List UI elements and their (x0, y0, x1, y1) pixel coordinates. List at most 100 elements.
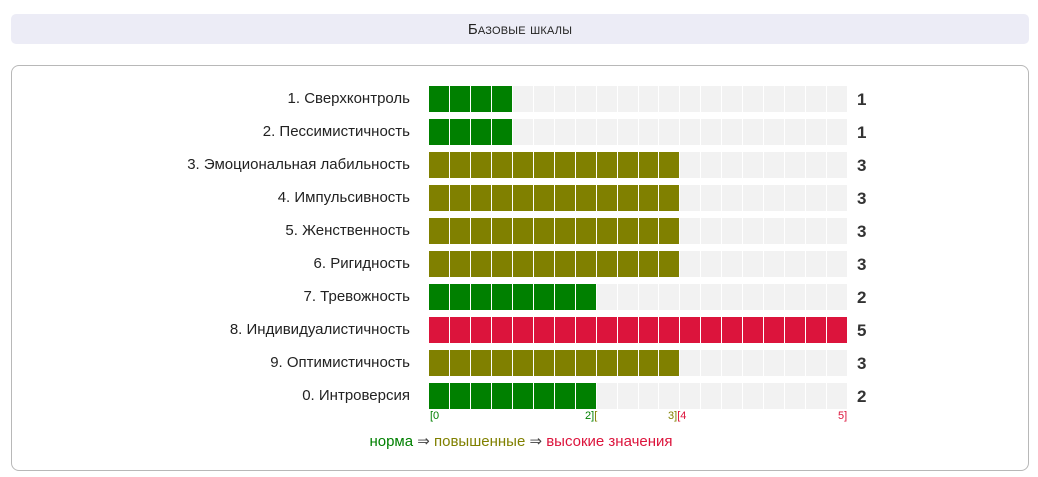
bar-cell-filled (470, 383, 491, 409)
bar-cell-filled (617, 185, 638, 211)
bar-cell-filled (449, 317, 470, 343)
bar-cell-empty (764, 218, 785, 244)
bar-cell-filled (659, 350, 680, 376)
bar-cell-empty (722, 284, 743, 310)
scale-score: 2 (857, 387, 867, 406)
bar-cell-filled (429, 185, 449, 211)
bar-cell-empty (764, 251, 785, 277)
bar-cell-filled (575, 383, 596, 409)
scale-tick-5: 5] (838, 410, 848, 422)
bar-cell-filled (429, 383, 449, 409)
scale-bar (429, 86, 848, 112)
bar-cell-empty (638, 383, 659, 409)
bar-cell-filled (575, 284, 596, 310)
scales-panel: 1. Сверхконтроль 1 2. Пессимистичность 1 3. … (11, 65, 1029, 471)
bar-cell-empty (680, 350, 701, 376)
bar-cell-empty (701, 251, 722, 277)
bar-cell-filled (638, 317, 659, 343)
scale-label: 1. Сверхконтроль (287, 90, 410, 107)
bar-cell-filled (449, 119, 470, 145)
bar-cell-filled (575, 251, 596, 277)
bar-cell-filled (596, 251, 617, 277)
bar-cell-filled (596, 185, 617, 211)
scale-label: 2. Пессимистичность (262, 123, 410, 140)
bar-cell-empty (596, 284, 617, 310)
bar-cell-empty (722, 152, 743, 178)
bar-cell-filled (449, 350, 470, 376)
bar-cell-empty (827, 350, 848, 376)
scale-row: 7. Тревожность 2 (12, 284, 1030, 310)
bar-cell-empty (764, 119, 785, 145)
bar-cell-filled (491, 251, 512, 277)
bar-cell-empty (743, 383, 764, 409)
bar-cell-empty (680, 284, 701, 310)
bar-cell-filled (512, 218, 533, 244)
scale-label: 8. Индивидуалистичность (229, 321, 410, 338)
scale-bar (429, 218, 848, 244)
bar-cell-empty (554, 119, 575, 145)
bar-cell-filled (470, 119, 491, 145)
bar-cell-empty (764, 86, 785, 112)
scale-row: 3. Эмоциональная лабильность 3 (12, 152, 1030, 178)
bar-cell-filled (429, 218, 449, 244)
bar-cell-empty (764, 383, 785, 409)
bar-cell-filled (659, 185, 680, 211)
bar-cell-empty (722, 86, 743, 112)
bar-cell-filled (512, 251, 533, 277)
bar-cell-empty (806, 119, 827, 145)
bar-cell-filled (533, 152, 554, 178)
bar-cell-empty (764, 185, 785, 211)
bar-cell-filled (764, 317, 785, 343)
bar-cell-filled (806, 317, 827, 343)
bar-cell-empty (743, 119, 764, 145)
bar-cell-filled (575, 317, 596, 343)
bar-cell-filled (429, 284, 449, 310)
bar-cell-empty (785, 383, 806, 409)
bar-cell-filled (491, 284, 512, 310)
bar-cell-filled (722, 317, 743, 343)
scale-label: 3. Эмоциональная лабильность (187, 156, 410, 173)
bar-cell-filled (470, 350, 491, 376)
bar-cell-empty (680, 152, 701, 178)
bar-cell-filled (449, 86, 470, 112)
bar-cell-filled (512, 383, 533, 409)
bar-cell-empty (743, 185, 764, 211)
bar-cell-empty (701, 152, 722, 178)
bar-cell-empty (575, 119, 596, 145)
scale-score: 1 (857, 90, 867, 109)
bar-cell-filled (827, 317, 848, 343)
bar-cell-filled (596, 218, 617, 244)
bar-cell-filled (491, 119, 512, 145)
bar-cell-filled (533, 383, 554, 409)
bar-cell-empty (806, 251, 827, 277)
bar-cell-filled (512, 350, 533, 376)
bar-cell-empty (827, 251, 848, 277)
bar-cell-filled (575, 152, 596, 178)
bar-cell-empty (806, 185, 827, 211)
bar-cell-filled (491, 383, 512, 409)
bar-cell-empty (722, 350, 743, 376)
bar-cell-filled (575, 185, 596, 211)
bar-cell-filled (470, 152, 491, 178)
bar-cell-empty (680, 119, 701, 145)
bar-cell-filled (429, 119, 449, 145)
bar-cell-empty (680, 185, 701, 211)
bar-cell-filled (512, 317, 533, 343)
bar-cell-empty (680, 218, 701, 244)
bar-cell-filled (470, 86, 491, 112)
bar-cell-empty (827, 86, 848, 112)
scale-score: 3 (857, 156, 867, 175)
bar-cell-empty (722, 218, 743, 244)
bar-cell-filled (491, 185, 512, 211)
scale-bar (429, 317, 848, 343)
scale-row: 1. Сверхконтроль 1 (12, 86, 1030, 112)
bar-cell-empty (701, 284, 722, 310)
scale-row: 9. Оптимистичность 3 (12, 350, 1030, 376)
bar-cell-filled (491, 152, 512, 178)
scale-bar (429, 185, 848, 211)
bar-cell-empty (806, 152, 827, 178)
bar-cell-empty (743, 350, 764, 376)
scale-row: 4. Импульсивность 3 (12, 185, 1030, 211)
bar-cell-filled (701, 317, 722, 343)
bar-cell-filled (659, 152, 680, 178)
